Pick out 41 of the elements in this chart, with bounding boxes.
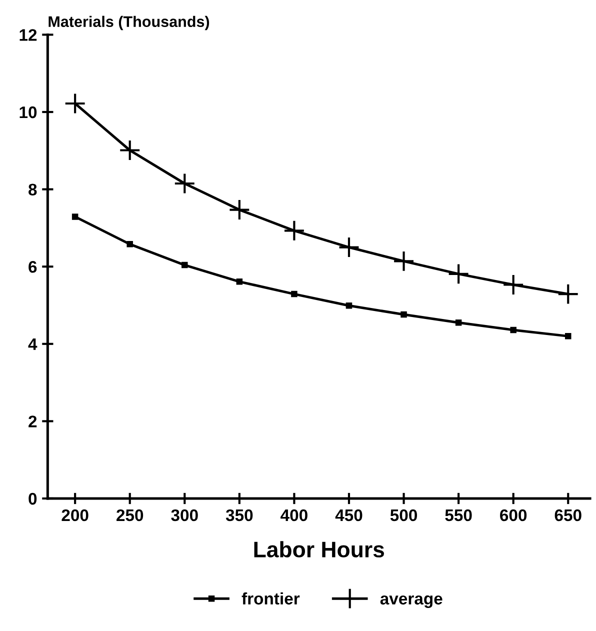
- y-tick-label: 2: [28, 416, 37, 428]
- point: [346, 302, 352, 309]
- point: [502, 274, 524, 296]
- y-tick-label: 12: [20, 29, 37, 41]
- point: [393, 250, 415, 272]
- x-tick-label: 250: [116, 509, 144, 522]
- point: [119, 140, 141, 162]
- y-axis-title: Materials (Thousands): [48, 16, 210, 30]
- point: [182, 262, 188, 268]
- point: [291, 290, 298, 298]
- x-tick-label: 450: [335, 509, 362, 522]
- point: [283, 220, 305, 242]
- point: [174, 172, 196, 194]
- point: [72, 214, 78, 220]
- point: [338, 236, 360, 258]
- point: [448, 263, 470, 285]
- x-tick-label: 300: [171, 509, 198, 522]
- y-tick-label: 6: [28, 261, 37, 273]
- point: [400, 311, 407, 318]
- y-tick-label: 4: [28, 338, 38, 350]
- point: [126, 241, 133, 248]
- y-tick-label: 0: [28, 492, 37, 505]
- x-tick-label: 350: [226, 509, 253, 522]
- x-tick-label: 500: [390, 509, 417, 522]
- x-tick-label: 650: [554, 509, 582, 522]
- x-tick-label: 550: [445, 509, 472, 522]
- point: [228, 199, 250, 221]
- x-tick-label: 600: [500, 509, 527, 522]
- legend-label: average: [380, 595, 442, 608]
- legend-label: frontier: [242, 592, 300, 605]
- y-tick-label: 10: [20, 106, 37, 118]
- point: [455, 320, 462, 326]
- point: [565, 333, 572, 340]
- y-tick-label: 8: [28, 184, 37, 196]
- x-tick-label: 400: [280, 509, 308, 522]
- point: [510, 326, 516, 334]
- point: [236, 278, 243, 285]
- x-axis-title: Labor Hours: [254, 541, 384, 558]
- point: [557, 283, 579, 305]
- x-tick-label: 200: [62, 509, 88, 522]
- point: [64, 92, 86, 114]
